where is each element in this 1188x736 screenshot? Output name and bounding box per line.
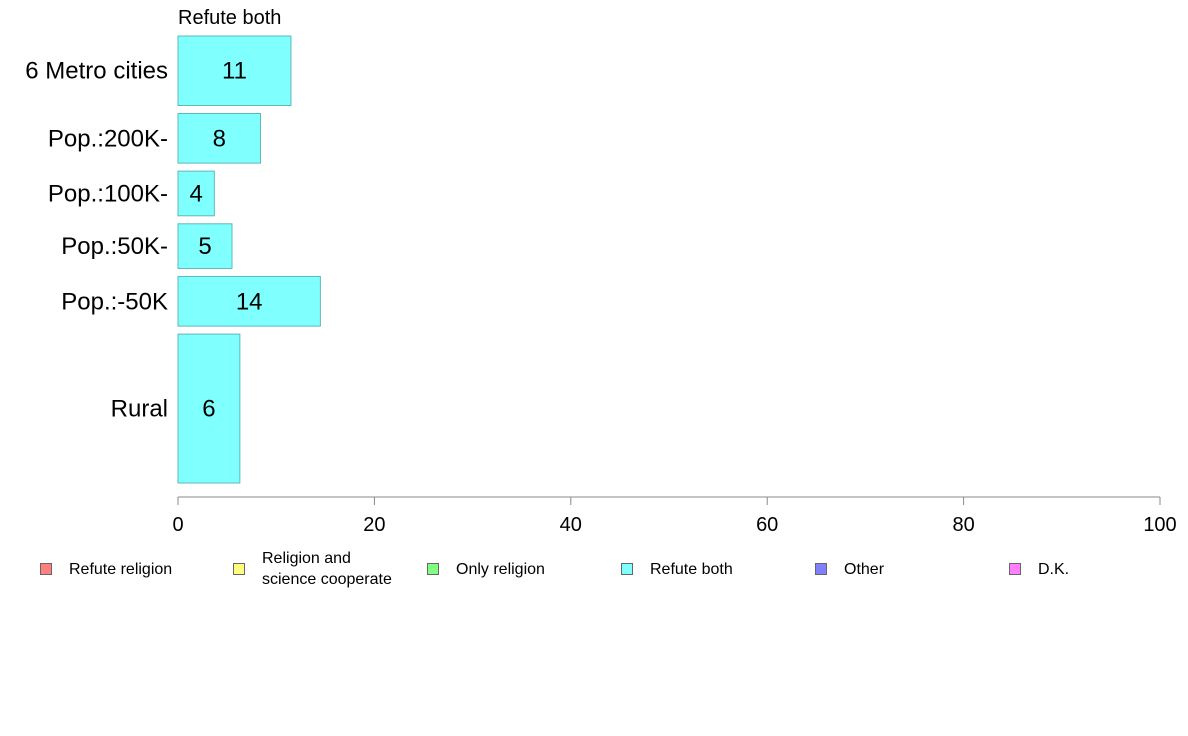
legend-swatch [40, 563, 52, 575]
x-tick-label: 100 [1143, 514, 1176, 536]
bar-value-label: 6 [202, 396, 215, 423]
legend-label: D.K. [1038, 560, 1070, 578]
category-label: Pop.:100K- [48, 180, 168, 207]
bar-value-label: 4 [189, 180, 202, 207]
legend-item: Religion and science cooperate [233, 546, 392, 592]
chart-title: Refute both [178, 7, 281, 29]
category-label: Pop.:-50K [61, 288, 168, 315]
x-tick-label: 40 [560, 514, 582, 536]
legend-label: Other [844, 560, 885, 578]
x-tick-label: 20 [363, 514, 385, 536]
category-label: 6 Metro cities [25, 58, 168, 85]
legend-label: Only religion [456, 560, 545, 578]
legend-swatch [427, 563, 439, 575]
legend-item: Only religion [427, 546, 545, 592]
bar-3 [177, 223, 233, 269]
legend-label: Refute both [650, 560, 733, 578]
legend-item: Refute religion [40, 546, 172, 592]
bars-group: 11 6 Metro cities 8 Pop.:200K- 4 Pop.:100K- 5 P… [25, 35, 321, 484]
category-label: Pop.:50K- [61, 233, 168, 260]
legend-swatch [621, 563, 633, 575]
legend: Refute religion Religion and science coop… [0, 546, 1188, 596]
legend-item: Other [815, 546, 884, 592]
bar-value-label: 5 [198, 233, 211, 260]
legend-label: Refute religion [69, 560, 173, 578]
bar-1 [177, 112, 261, 164]
x-axis: 0 20 40 60 80 100 [172, 496, 1177, 536]
category-label: Rural [111, 396, 168, 423]
legend-item: D.K. [1009, 546, 1069, 592]
bar-value-label: 14 [236, 288, 263, 315]
bar-2 [177, 170, 215, 217]
x-tick-label: 0 [172, 514, 183, 536]
legend-swatch [815, 563, 827, 575]
legend-label: Religion and science cooperate [262, 550, 392, 588]
bar-4 [177, 275, 321, 327]
legend-swatch [233, 563, 245, 575]
x-tick-label: 60 [756, 514, 778, 536]
bar-chart: Refute both 11 6 Metro cities 8 Pop.:200K- 4… [25, 7, 1177, 536]
x-tick-label: 80 [952, 514, 974, 536]
legend-item: Refute both [621, 546, 733, 592]
legend-swatch [1009, 563, 1021, 575]
category-label: Pop.:200K- [48, 125, 168, 152]
bar-value-label: 8 [213, 125, 226, 152]
bar-value-label: 11 [222, 58, 247, 85]
bar-5 [177, 333, 241, 484]
bar-0 [177, 35, 292, 106]
